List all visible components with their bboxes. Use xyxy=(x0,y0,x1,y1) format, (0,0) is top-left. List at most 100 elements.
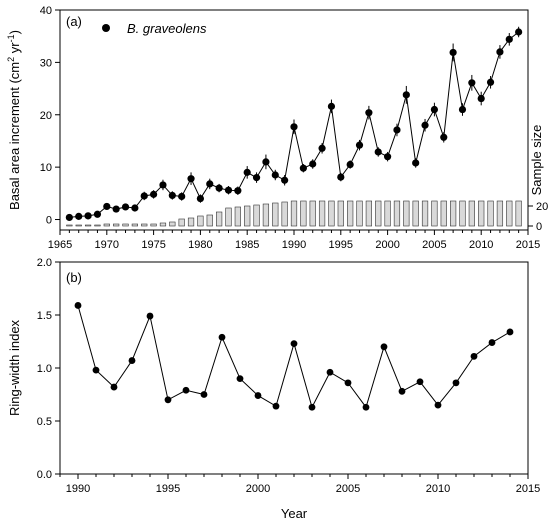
sample-size-bar xyxy=(300,200,307,227)
sample-size-bar xyxy=(103,223,110,227)
x-tick-label: 2000 xyxy=(375,239,399,251)
x-tick-label: 2015 xyxy=(516,239,540,251)
rwi-point xyxy=(74,302,82,309)
rwi-point xyxy=(272,402,280,410)
y-tick-label: 40 xyxy=(40,5,52,17)
rwi-point xyxy=(506,328,514,336)
sample-size-bar xyxy=(309,200,316,227)
sample-size-bar xyxy=(290,200,298,227)
x-tick-label: 2005 xyxy=(422,239,446,251)
sample-size-bar xyxy=(281,201,288,227)
ylabel-a-sup1: 2 xyxy=(6,57,16,62)
sample-size-bar xyxy=(244,205,251,227)
rwi-point xyxy=(308,403,316,411)
bai-point xyxy=(309,160,317,168)
panel-b-x-ticks: 1990 1995 2000 2005 2010 2015 xyxy=(59,474,540,495)
y-tick-label: 1.0 xyxy=(37,363,52,375)
sample-size-bar xyxy=(169,221,176,227)
x-tick-label: 1975 xyxy=(141,239,165,251)
bai-point xyxy=(355,141,364,149)
sample-size-bar xyxy=(384,200,391,227)
sample-size-bar xyxy=(440,200,447,227)
rwi-point xyxy=(326,368,334,376)
bai-point xyxy=(206,180,214,188)
panel-b-y-axis-title: Ring-width index xyxy=(7,319,22,416)
sample-size-bar xyxy=(375,200,382,227)
sample-size-bar xyxy=(347,200,354,227)
sample-size-bar xyxy=(122,223,129,227)
rwi-point xyxy=(398,387,406,395)
ylabel-a-main: Basal area increment (cm xyxy=(7,62,22,210)
panel-b: 1990 1995 2000 2005 2010 2015 0.0 0.5 1.0 1.5 2.0… xyxy=(7,257,540,521)
bai-point xyxy=(281,176,289,184)
bai-point xyxy=(477,94,485,103)
bai-point xyxy=(150,190,158,198)
rwi-point xyxy=(254,392,262,399)
bai-point xyxy=(402,91,410,99)
sample-size-bar xyxy=(178,218,185,227)
bai-point xyxy=(84,212,92,220)
panel-a-label: (a) xyxy=(66,14,82,29)
bai-point xyxy=(449,48,457,57)
bai-point xyxy=(346,160,354,169)
sample-size-bar xyxy=(66,224,73,227)
bai-point xyxy=(215,184,223,192)
x-tick-label: 2015 xyxy=(516,483,540,495)
bai-point xyxy=(168,191,176,200)
sample-size-bar xyxy=(478,200,485,227)
panel-b-x-axis-title: Year xyxy=(281,506,308,521)
bai-point xyxy=(430,105,438,114)
bai-point xyxy=(486,78,495,86)
sample-size-bar xyxy=(431,200,438,227)
sample-size-bar xyxy=(206,214,213,227)
sample-size-bar xyxy=(225,207,232,227)
bai-point xyxy=(496,48,504,56)
sample-size-bar xyxy=(487,200,494,227)
bai-point xyxy=(121,203,130,211)
bai-point xyxy=(505,35,513,43)
x-tick-label: 2000 xyxy=(246,483,270,495)
bai-point xyxy=(365,109,373,117)
y-tick-label: 0.5 xyxy=(37,416,52,428)
panel-b-label: (b) xyxy=(66,270,82,285)
sample-size-bar xyxy=(131,223,138,227)
sample-size-bar xyxy=(356,200,363,227)
bai-point xyxy=(271,171,279,179)
x-tick-label: 1970 xyxy=(95,239,119,251)
panel-a-y2-ticks: 0 20 xyxy=(528,201,548,233)
bai-point xyxy=(159,181,167,189)
ylabel-a-sup2: -1 xyxy=(6,34,16,42)
panel-a-y-ticks: 0 10 20 30 40 xyxy=(40,5,60,227)
y-tick-label: 1.5 xyxy=(37,310,52,322)
rwi-point xyxy=(218,333,226,341)
bai-point xyxy=(224,186,233,194)
rwi-point xyxy=(380,343,388,351)
bai-point xyxy=(374,148,382,156)
sample-size-bar xyxy=(113,223,120,227)
y-tick-label: 30 xyxy=(40,57,52,69)
rwi-point xyxy=(128,357,136,364)
y-tick-label: 0 xyxy=(46,215,52,227)
x-tick-label: 2010 xyxy=(426,483,450,495)
y-tick-label: 2.0 xyxy=(37,257,52,269)
x-tick-label: 1995 xyxy=(329,239,353,251)
rwi-point xyxy=(182,386,190,394)
bai-point xyxy=(196,194,204,203)
sample-size-bar xyxy=(234,206,241,227)
x-tick-label: 2005 xyxy=(336,483,360,495)
rwi-point xyxy=(164,396,172,404)
x-tick-label: 1965 xyxy=(48,239,72,251)
bai-point xyxy=(178,192,186,201)
sample-size-bars xyxy=(66,200,522,227)
sample-size-bar xyxy=(468,200,475,227)
x-tick-label: 1990 xyxy=(282,239,306,251)
y-tick-label: 10 xyxy=(40,162,52,174)
sample-size-bar xyxy=(421,200,429,227)
sample-size-bar xyxy=(337,200,344,227)
sample-size-bar xyxy=(450,200,457,227)
sample-size-bar xyxy=(393,200,401,227)
sample-size-bar xyxy=(412,200,419,227)
bai-point xyxy=(384,153,392,161)
legend-marker xyxy=(102,24,110,32)
